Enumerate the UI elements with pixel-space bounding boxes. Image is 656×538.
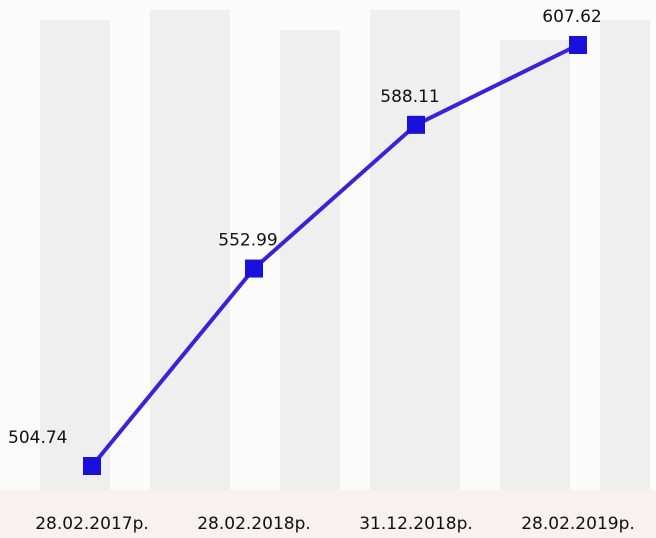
data-label: 588.11: [380, 87, 439, 107]
x-tick-label: 31.12.2018р.: [359, 514, 473, 534]
chart: 504.74 552.99 588.11 607.62 28.02.2017р. 28.0…: [0, 0, 656, 538]
marker: [407, 116, 425, 134]
x-tick-label: 28.02.2019р.: [521, 514, 635, 534]
x-tick-label: 28.02.2017р.: [35, 514, 149, 534]
marker: [83, 457, 101, 475]
data-label: 607.62: [542, 7, 601, 27]
x-tick-label: 28.02.2018р.: [197, 514, 311, 534]
data-label: 552.99: [218, 231, 277, 251]
marker: [569, 36, 587, 54]
marker: [245, 260, 263, 278]
data-label: 504.74: [8, 428, 67, 448]
